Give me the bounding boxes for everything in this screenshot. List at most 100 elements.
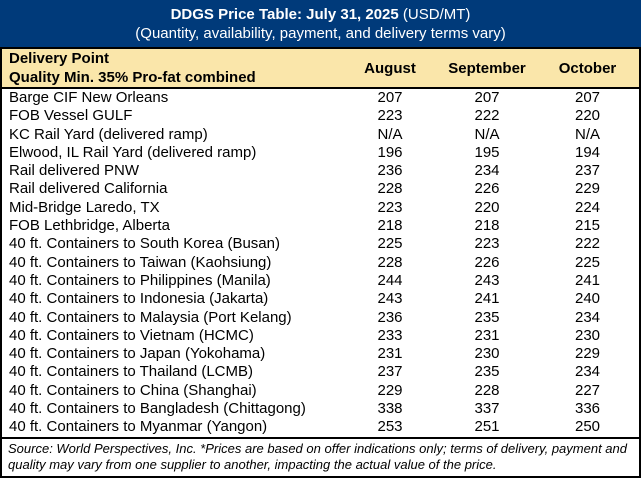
price-october: 220 xyxy=(574,107,601,125)
table-row: 40 ft. Containers to Taiwan (Kaohsiung) 2… xyxy=(2,254,639,272)
price-october: 229 xyxy=(574,180,601,198)
column-header-row: Delivery Point Quality Min. 35% Pro-fat … xyxy=(2,49,639,89)
price-october: 227 xyxy=(574,381,601,399)
price-october: 225 xyxy=(574,253,601,271)
price-august: 253 xyxy=(377,418,403,436)
price-august: 338 xyxy=(377,400,403,418)
table-row: FOB Vessel GULF 223 222 220 xyxy=(2,107,639,125)
delivery-point-cell: FOB Lethbridge, Alberta xyxy=(9,217,170,235)
price-september: 226 xyxy=(474,253,500,271)
delivery-point-cell: KC Rail Yard (delivered ramp) xyxy=(9,125,208,143)
table-row: 40 ft. Containers to Malaysia (Port Kela… xyxy=(2,309,639,327)
price-october: 241 xyxy=(574,271,601,289)
delivery-point-cell: 40 ft. Containers to Malaysia (Port Kela… xyxy=(9,308,292,326)
price-october: 234 xyxy=(574,363,601,381)
price-august: 233 xyxy=(377,326,403,344)
price-august: 229 xyxy=(377,381,403,399)
price-september: 243 xyxy=(474,271,500,289)
price-august: 243 xyxy=(377,290,403,308)
delivery-point-cell: 40 ft. Containers to South Korea (Busan) xyxy=(9,235,280,253)
price-august: 244 xyxy=(377,271,403,289)
price-september: 195 xyxy=(474,143,500,161)
column-header-august: August xyxy=(364,59,416,77)
table-subtitle: (Quantity, availability, payment, and de… xyxy=(135,24,506,42)
price-september: 337 xyxy=(474,400,500,418)
price-september: 231 xyxy=(474,326,500,344)
price-september: 235 xyxy=(474,363,500,381)
price-table: Delivery Point Quality Min. 35% Pro-fat … xyxy=(0,47,641,478)
table-row: 40 ft. Containers to Vietnam (HCMC) 233 23… xyxy=(2,327,639,345)
price-august: 237 xyxy=(377,363,403,381)
price-august: 231 xyxy=(377,345,403,363)
price-august: 223 xyxy=(377,198,403,216)
table-row: Mid-Bridge Laredo, TX 223 220 224 xyxy=(2,199,639,217)
table-row: KC Rail Yard (delivered ramp) N/A N/A N/A xyxy=(2,126,639,144)
price-october: N/A xyxy=(574,125,600,143)
table-rows: Barge CIF New Orleans 207 207 207 FOB Vesse… xyxy=(2,89,639,437)
price-september: 241 xyxy=(474,290,500,308)
table-row: 40 ft. Containers to South Korea (Busan)… xyxy=(2,235,639,253)
price-october: 194 xyxy=(574,143,601,161)
price-october: 215 xyxy=(574,217,601,235)
price-october: 336 xyxy=(574,400,601,418)
table-row: 40 ft. Containers to Japan (Yokohama) 231… xyxy=(2,345,639,363)
delivery-point-header-line1: Delivery Point xyxy=(9,50,110,67)
price-august: 218 xyxy=(377,217,403,235)
table-row: FOB Lethbridge, Alberta 218 218 215 xyxy=(2,217,639,235)
price-august: 236 xyxy=(377,162,403,180)
price-october: 240 xyxy=(574,290,601,308)
price-august: 228 xyxy=(377,253,403,271)
delivery-point-cell: Mid-Bridge Laredo, TX xyxy=(9,198,160,216)
table-row: 40 ft. Containers to Philippines (Manila… xyxy=(2,272,639,290)
price-october: 237 xyxy=(574,162,601,180)
price-september: 251 xyxy=(474,418,500,436)
delivery-point-cell: 40 ft. Containers to Bangladesh (Chittag… xyxy=(9,400,306,418)
column-header-october: October xyxy=(558,59,617,77)
price-august: 225 xyxy=(377,235,403,253)
column-header-september: September xyxy=(448,59,526,77)
table-row: Barge CIF New Orleans 207 207 207 xyxy=(2,89,639,107)
price-september: 220 xyxy=(474,198,500,216)
delivery-point-cell: 40 ft. Containers to Philippines (Manila… xyxy=(9,271,271,289)
column-header-delivery-point: Delivery Point Quality Min. 35% Pro-fat … xyxy=(2,49,342,87)
delivery-point-cell: Rail delivered California xyxy=(9,180,168,198)
table-title: DDGS Price Table: July 31, 2025 (USD/MT) xyxy=(171,5,471,24)
price-september: 223 xyxy=(474,235,500,253)
table-row: 40 ft. Containers to China (Shanghai) 229… xyxy=(2,382,639,400)
price-october: 234 xyxy=(574,308,601,326)
price-august: 207 xyxy=(377,89,403,106)
price-september: 218 xyxy=(474,217,500,235)
price-september: 235 xyxy=(474,308,500,326)
table-row: Rail delivered California 228 226 229 xyxy=(2,180,639,198)
table-row: Elwood, IL Rail Yard (delivered ramp) 196… xyxy=(2,144,639,162)
delivery-point-cell: 40 ft. Containers to China (Shanghai) xyxy=(9,381,257,399)
delivery-point-cell: Barge CIF New Orleans xyxy=(9,89,169,106)
price-september: 226 xyxy=(474,180,500,198)
delivery-point-cell: FOB Vessel GULF xyxy=(9,107,133,125)
delivery-point-cell: 40 ft. Containers to Myanmar (Yangon) xyxy=(9,418,268,436)
price-october: 230 xyxy=(574,326,601,344)
delivery-point-cell: 40 ft. Containers to Japan (Yokohama) xyxy=(9,345,266,363)
table-row: 40 ft. Containers to Thailand (LCMB) 237 2… xyxy=(2,363,639,381)
price-september: 228 xyxy=(474,381,500,399)
price-august: 236 xyxy=(377,308,403,326)
table-title-unit: (USD/MT) xyxy=(398,5,471,23)
price-october: 207 xyxy=(574,89,601,106)
price-october: 229 xyxy=(574,345,601,363)
table-row: 40 ft. Containers to Indonesia (Jakarta)… xyxy=(2,290,639,308)
delivery-point-cell: 40 ft. Containers to Indonesia (Jakarta) xyxy=(9,290,269,308)
source-note: Source: World Perspectives, Inc. *Prices… xyxy=(2,437,639,474)
table-row: 40 ft. Containers to Myanmar (Yangon) 253… xyxy=(2,418,639,436)
delivery-point-cell: Rail delivered PNW xyxy=(9,162,140,180)
price-august: 223 xyxy=(377,107,403,125)
price-august: 196 xyxy=(377,143,403,161)
price-october: 250 xyxy=(574,418,601,436)
delivery-point-cell: 40 ft. Containers to Vietnam (HCMC) xyxy=(9,326,254,344)
table-row: 40 ft. Containers to Bangladesh (Chittag… xyxy=(2,400,639,418)
delivery-point-header-line2: Quality Min. 35% Pro-fat combined xyxy=(9,69,256,86)
title-bar: DDGS Price Table: July 31, 2025 (USD/MT)… xyxy=(0,0,641,47)
table-title-main: DDGS Price Table: July 31, 2025 xyxy=(170,5,399,23)
price-september: 234 xyxy=(474,162,500,180)
table-row: Rail delivered PNW 236 234 237 xyxy=(2,162,639,180)
